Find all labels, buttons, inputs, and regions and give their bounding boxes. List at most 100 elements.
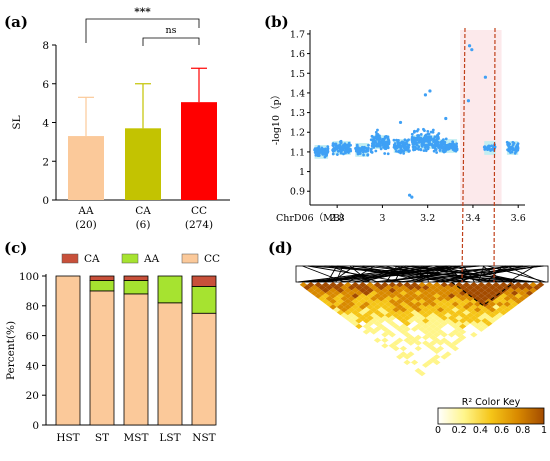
ld-cell [462,331,471,338]
ld-cell [425,315,434,321]
stacked-bar-segment [157,275,183,304]
ld-cell [418,298,426,305]
colorbar-tick-label: 0 [435,425,441,436]
ld-cell [422,301,430,307]
data-point [430,143,434,146]
data-point [374,130,378,134]
ld-cell [384,334,393,341]
data-point [410,132,414,136]
ld-cell [473,295,482,302]
data-point [344,149,348,153]
ld-cell [492,287,500,294]
ld-cell [436,312,445,319]
ld-cell [370,301,378,307]
ld-cell [344,304,352,310]
ld-cell [410,298,419,305]
ld-cell [410,309,419,316]
bar [181,102,217,200]
data-point [385,145,389,149]
data-point [436,142,440,146]
ld-cell [336,298,345,305]
ld-cell [336,309,345,316]
ld-cell [344,282,352,288]
ld-cell [377,301,385,307]
ld-cell [451,340,460,346]
ld-cell [410,320,419,327]
snp-mapping-line [302,265,345,283]
ld-cell [440,282,448,288]
data-point [414,137,418,140]
ld-cell [481,301,489,307]
ld-cell [310,284,319,291]
ld-cell [392,301,400,307]
ld-cell [381,320,389,327]
colorbar-tick-label: 0.6 [494,425,509,436]
ld-cell [422,334,430,341]
ld-cell [433,348,441,355]
ld-cell [425,354,434,360]
ld-cell [473,312,482,319]
ld-cell [362,301,371,307]
data-point [402,149,406,153]
ld-cell [470,315,478,321]
data-point [435,137,439,140]
ld-cell [403,359,411,366]
ld-cell [321,287,330,294]
ld-cell [396,298,404,305]
ld-cell [499,298,508,305]
ld-cell [462,304,471,310]
ld-cell [433,282,441,288]
ld-cell [388,309,397,316]
data-point [426,129,430,133]
ld-cell [377,334,385,341]
ld-cell [459,301,467,307]
outlier-point [467,44,472,48]
ld-cell [329,304,337,310]
data-point [448,143,452,146]
ld-cell [433,287,441,294]
ld-cell [373,298,382,305]
ld-cell [425,365,434,371]
ld-cell [485,282,493,288]
ld-cell [436,301,445,307]
data-point [453,145,457,149]
ld-cell [370,329,378,335]
data-point [371,144,374,148]
ld-cell [366,326,374,332]
ld-cell [414,295,422,302]
ld-cell [336,304,345,310]
ld-cell [366,309,374,316]
ld-cell [418,326,426,332]
ld-cell [444,351,452,357]
ld-cell [373,331,382,338]
significance-label: *** [134,6,151,18]
colorbar [437,407,545,425]
snp-mapping-line [311,265,513,283]
ld-cell [392,295,400,302]
significance-bracket [85,18,200,43]
ld-cell [407,362,415,368]
data-point [314,153,318,157]
ld-cell [377,312,385,319]
ld-cell [392,334,400,341]
ld-cell [455,342,463,349]
ld-cell [403,315,411,321]
ld-cell [414,340,422,346]
data-point [373,144,377,148]
ld-cell [396,326,404,332]
y-tick-label: 1.4 [290,88,305,99]
ld-cell [447,326,456,332]
outlier-point [410,195,414,199]
ld-cell [325,295,334,302]
y-tick-label: 40 [26,360,39,372]
connector-dashed-line [493,27,496,283]
ld-cell [529,282,537,288]
ld-cell [325,301,334,307]
snp-mapping-line [362,265,521,283]
y-tick-label: 1.5 [290,69,305,80]
ld-cell [329,287,337,294]
ld-cell [462,293,471,299]
ld-cell [347,306,356,313]
ld-cell [440,298,448,305]
ld-cell [440,304,448,310]
